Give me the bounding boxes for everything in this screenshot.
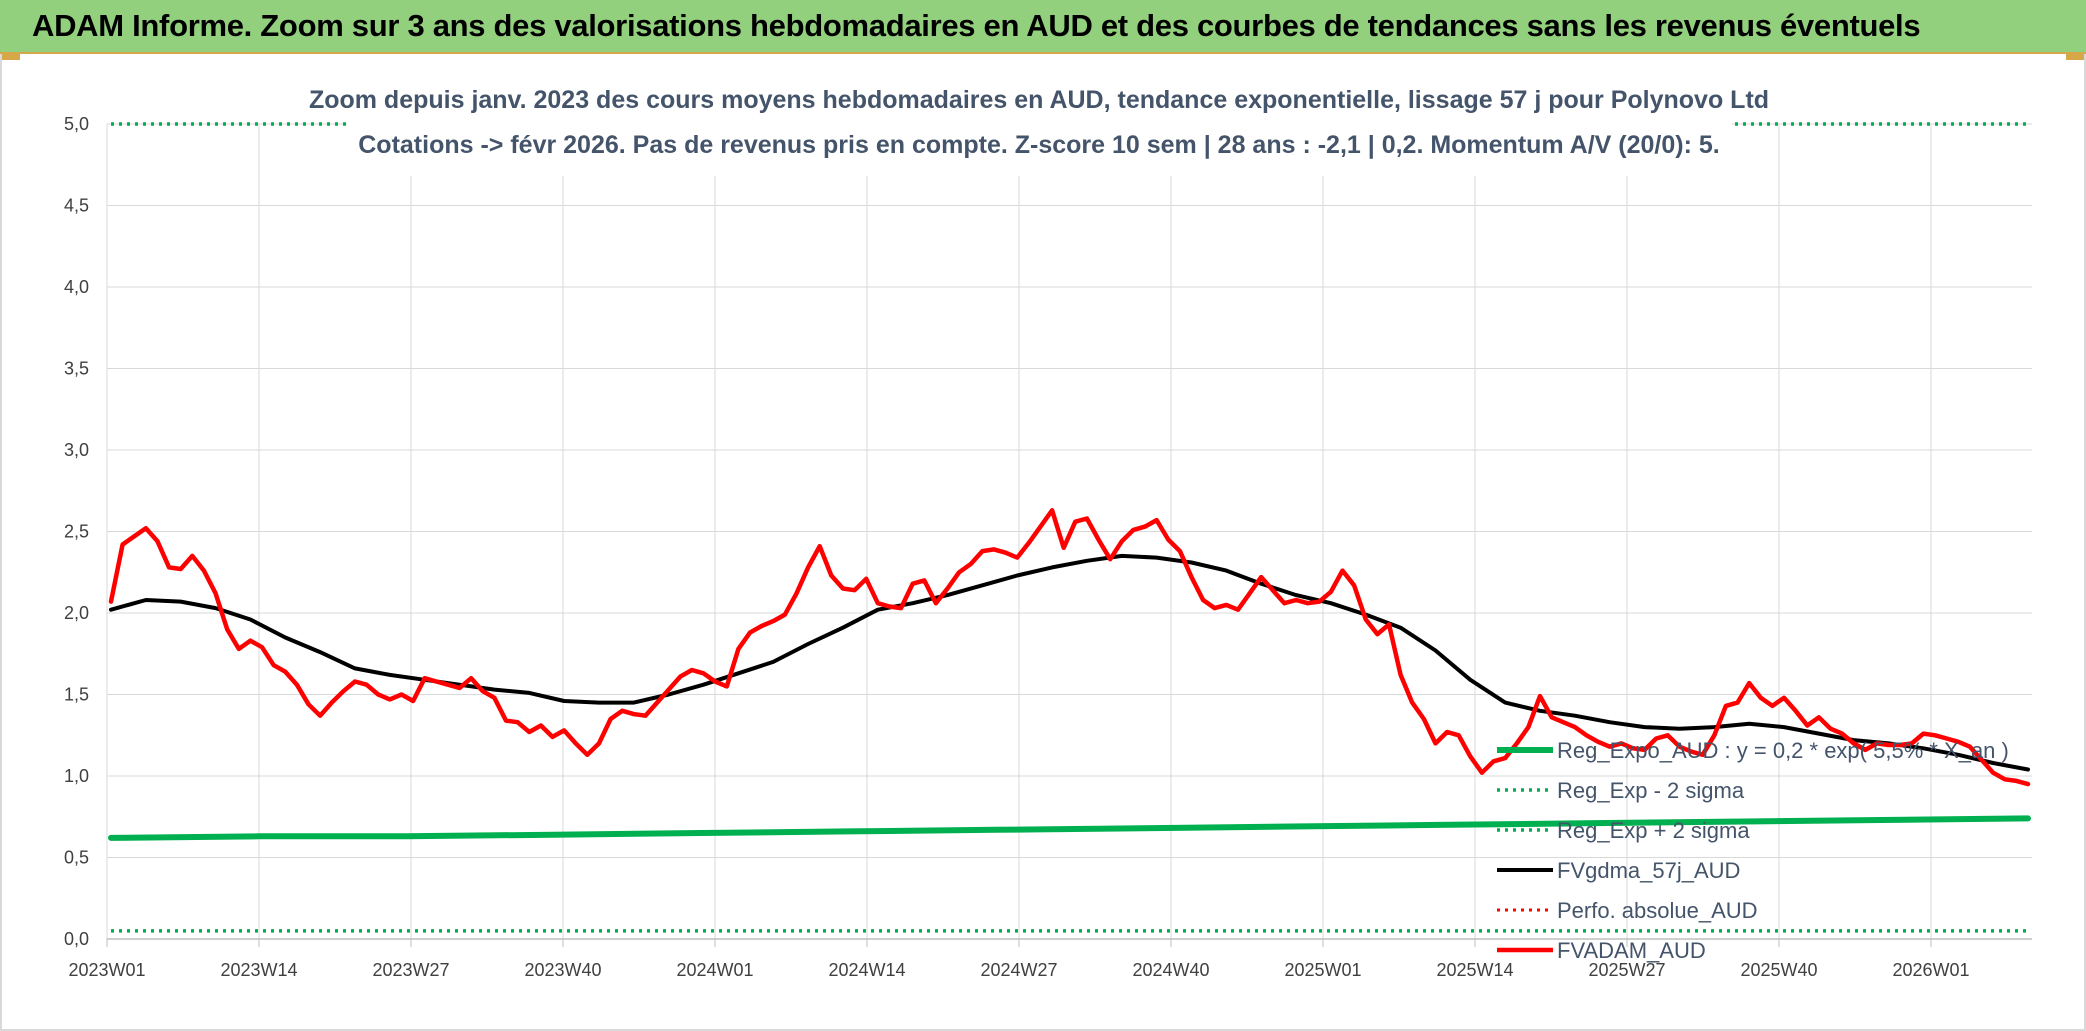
report-header-banner: ADAM Informe. Zoom sur 3 ans des valoris…	[0, 0, 2086, 54]
chart-title-line-1: Zoom depuis janv. 2023 des cours moyens …	[309, 86, 1769, 114]
y-tick-label: 2,5	[64, 522, 89, 542]
y-axis-ticks: 0,0 0,5 1,0 1,5 2,0 2,5 3,0 3,5 4,0 4,5 5,0	[64, 114, 89, 949]
y-tick-label: 4,5	[64, 196, 89, 216]
x-tick-label: 2025W40	[1740, 960, 1817, 980]
legend: Reg_Expo_AUD : y = 0,2 * exp( 5,5% * X_a…	[1497, 738, 2009, 963]
x-tick-label: 2024W01	[676, 960, 753, 980]
line-chart: 0,0 0,5 1,0 1,5 2,0 2,5 3,0 3,5 4,0 4,5 5,0 2023W0…	[64, 76, 2032, 980]
y-tick-label: 0,5	[64, 848, 89, 868]
y-tick-label: 1,5	[64, 685, 89, 705]
x-tick-label: 2023W01	[68, 960, 145, 980]
legend-label: Reg_Exp + 2 sigma	[1557, 818, 1750, 843]
y-tick-label: 3,0	[64, 440, 89, 460]
legend-label: FVADAM_AUD	[1557, 938, 1706, 963]
chart-title-background	[347, 76, 1732, 176]
legend-label: Perfo. absolue_AUD	[1557, 898, 1758, 923]
legend-label: Reg_Exp - 2 sigma	[1557, 778, 1745, 803]
x-tick-label: 2023W40	[524, 960, 601, 980]
y-tick-label: 3,5	[64, 359, 89, 379]
chart-title-line-2: Cotations -> févr 2026. Pas de revenus p…	[358, 131, 1719, 159]
series-line-0	[108, 815, 2031, 841]
chart-area: 0,0 0,5 1,0 1,5 2,0 2,5 3,0 3,5 4,0 4,5 5,0 2023W0…	[0, 54, 2086, 1031]
report-title: ADAM Informe. Zoom sur 3 ans des valoris…	[32, 8, 1921, 43]
y-tick-label: 0,0	[64, 929, 89, 949]
y-tick-label: 4,0	[64, 277, 89, 297]
y-tick-label: 1,0	[64, 766, 89, 786]
frame-corner-right	[2066, 54, 2084, 60]
x-tick-label: 2023W14	[220, 960, 297, 980]
x-tick-label: 2024W27	[980, 960, 1057, 980]
series-lines	[108, 122, 2031, 933]
legend-label: Reg_Expo_AUD : y = 0,2 * exp( 5,5% * X_a…	[1557, 738, 2009, 763]
x-tick-label: 2025W01	[1284, 960, 1361, 980]
x-tick-label: 2024W40	[1132, 960, 1209, 980]
y-tick-label: 2,0	[64, 603, 89, 623]
x-tick-label: 2023W27	[372, 960, 449, 980]
x-tick-label: 2026W01	[1892, 960, 1969, 980]
chart-title: Zoom depuis janv. 2023 des cours moyens …	[309, 76, 1769, 176]
series-line-5	[108, 508, 2031, 787]
frame-corner-left	[2, 54, 20, 60]
legend-label: FVgdma_57j_AUD	[1557, 858, 1740, 883]
x-tick-label: 2025W14	[1436, 960, 1513, 980]
x-axis-ticks: 2023W01 2023W14 2023W27 2023W40 2024W01 2024W…	[68, 960, 1969, 980]
x-tick-label: 2025W27	[1588, 960, 1665, 980]
x-tick-label: 2024W14	[828, 960, 905, 980]
y-tick-label: 5,0	[64, 114, 89, 134]
